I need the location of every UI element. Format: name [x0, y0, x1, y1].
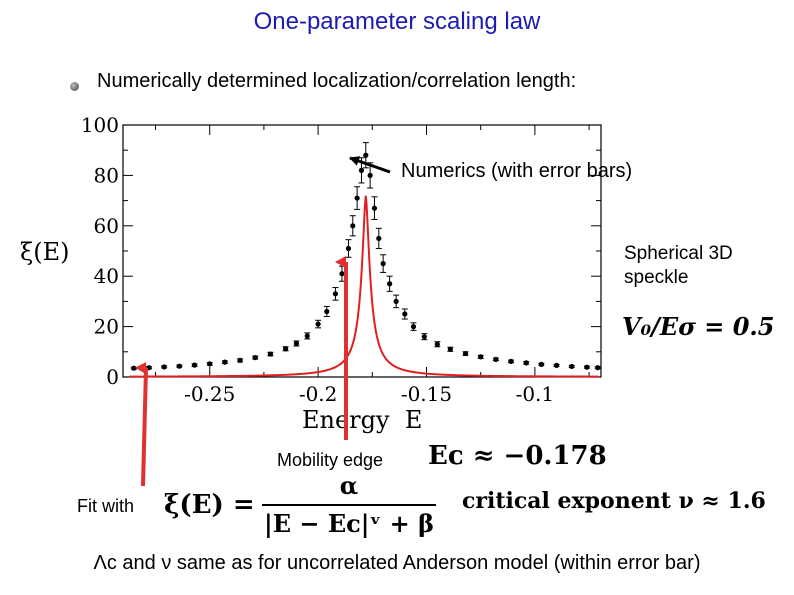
potential-ratio: V₀/Eσ = 0.5 [622, 312, 775, 341]
fit-numerator: α [339, 471, 359, 500]
x-tick-label: -0.15 [401, 382, 452, 406]
fit-arrow [135, 362, 148, 487]
data-point [324, 308, 330, 315]
bullet-text: Numerically determined localization/corr… [97, 70, 577, 92]
mobility-edge-label: Mobility edge [277, 450, 384, 470]
fit-curve [129, 195, 599, 378]
fraction-bar [262, 504, 436, 506]
data-point [553, 362, 560, 369]
data-point [363, 152, 369, 158]
speckle-line-1: Spherical 3D [624, 243, 733, 264]
y-tick-label: 100 [81, 113, 119, 137]
data-point [304, 333, 310, 339]
data-point [367, 172, 373, 178]
y-tick-label: 60 [94, 214, 119, 238]
y-axis-label: ξ(E) [20, 238, 69, 266]
data-point [462, 350, 469, 357]
data-point [447, 346, 453, 352]
data-point [315, 321, 321, 327]
mobility-edge-value: Eᴄ ≈ −0.178 [428, 441, 607, 471]
data-point [595, 365, 601, 371]
bullet-icon [70, 82, 79, 91]
data-point [131, 365, 137, 371]
y-tick-label: 80 [94, 163, 119, 187]
data-point [523, 360, 529, 366]
footer-text: Λc and ν same as for uncorrelated Anders… [93, 552, 701, 574]
data-point [569, 363, 575, 370]
data-point [345, 245, 352, 252]
data-point [252, 354, 258, 361]
speckle-annotation: Spherical 3D speckle [624, 242, 784, 290]
y-tick-label: 0 [106, 365, 119, 389]
data-point [434, 341, 440, 347]
data-point [421, 334, 427, 340]
data-point [371, 205, 378, 211]
data-point [339, 271, 345, 277]
critical-exponent: critical exponent ν ≈ 1.6 [462, 488, 766, 514]
data-point [350, 223, 356, 229]
data-point [508, 358, 514, 364]
x-tick-label: -0.1 [516, 382, 555, 406]
numerics-arrow [349, 156, 391, 174]
data-point [358, 167, 365, 173]
data-point [207, 361, 213, 367]
y-tick-label: 40 [94, 264, 119, 288]
data-point [293, 340, 300, 347]
data-point [393, 298, 399, 304]
x-tick-label: -0.2 [299, 382, 338, 406]
x-tick-label: -0.25 [184, 382, 235, 406]
data-point [354, 195, 360, 201]
data-point [237, 357, 243, 363]
data-point [402, 311, 408, 317]
numerics-annotation: Numerics (with error bars) [401, 160, 633, 182]
data-point [161, 364, 167, 370]
fit-fraction: α |E − Eᴄ|ᵛ + β [262, 472, 436, 538]
fit-label: Fit with [77, 496, 135, 516]
data-point [267, 351, 274, 357]
speckle-line-2: speckle [624, 267, 689, 288]
x-axis-label: Energy E [302, 406, 422, 434]
data-point [493, 356, 499, 362]
data-point [176, 363, 182, 369]
y-tick-label: 20 [94, 315, 119, 339]
data-point [332, 291, 339, 297]
data-point [191, 362, 198, 368]
fit-lhs: ξ(E) = [164, 490, 255, 520]
data-point [376, 235, 382, 241]
fit-denominator: |E − Eᴄ|ᵛ + β [263, 509, 435, 538]
data-point [387, 281, 393, 287]
data-point [584, 364, 590, 370]
data-point [222, 359, 228, 365]
data-point [380, 261, 386, 267]
data-point [538, 361, 544, 367]
data-point [478, 354, 484, 360]
page-title: One-parameter scaling law [253, 8, 541, 35]
data-point [410, 324, 417, 330]
data-point [282, 346, 289, 352]
